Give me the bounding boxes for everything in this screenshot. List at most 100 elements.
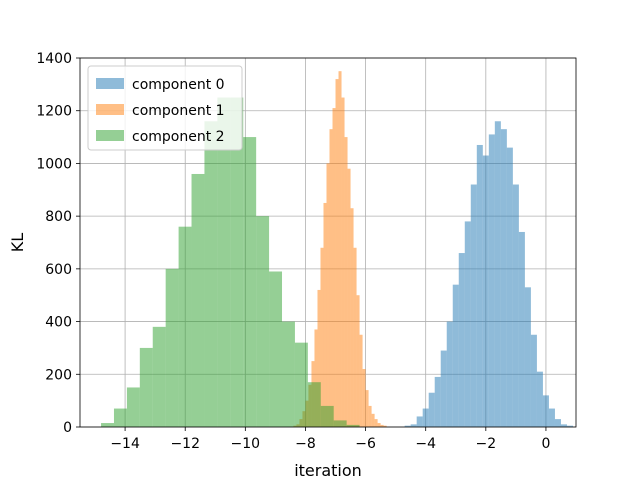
- legend-label: component 1: [132, 103, 225, 119]
- histogram-bar: [326, 163, 330, 427]
- x-axis-ticks: −14 −12 −10 −8 −6 −4 −2 0: [110, 427, 550, 452]
- histogram-bar: [356, 295, 360, 427]
- histogram-bar: [548, 408, 555, 427]
- histogram-bar: [428, 392, 435, 427]
- histogram-bar: [542, 395, 549, 427]
- x-tick-label: −12: [170, 436, 200, 452]
- histogram-bar: [139, 347, 153, 427]
- histogram-bar: [404, 425, 411, 427]
- legend-swatch: [96, 104, 124, 115]
- histogram-bar: [126, 387, 140, 427]
- histogram-bar: [333, 420, 347, 427]
- x-tick-label: −10: [231, 436, 261, 452]
- histogram-bar: [506, 147, 513, 427]
- histogram-bar: [536, 371, 543, 427]
- histogram-bar: [350, 208, 354, 427]
- y-axis-label: KL: [8, 233, 27, 252]
- histogram-bar: [314, 329, 318, 427]
- y-tick-label: 200: [45, 367, 72, 383]
- histogram-bar: [191, 173, 205, 427]
- histogram-bar: [482, 155, 489, 427]
- histogram-bar: [335, 79, 339, 427]
- histogram-bar: [323, 202, 327, 427]
- histogram-bar: [365, 390, 369, 427]
- histogram-bar: [446, 321, 453, 427]
- histogram-bar: [243, 137, 257, 428]
- histogram-bar: [230, 97, 244, 428]
- series-1-bars: [293, 71, 387, 428]
- legend-label: component 0: [132, 77, 225, 93]
- histogram-bar: [217, 97, 231, 428]
- histogram-bar: [338, 71, 342, 427]
- y-tick-label: 400: [45, 315, 72, 331]
- x-tick-label: −4: [415, 436, 436, 452]
- histogram-bar: [307, 382, 321, 427]
- histogram-bar: [269, 271, 283, 427]
- legend-box: [87, 65, 243, 151]
- histogram-bar: [464, 221, 471, 427]
- histogram-bar: [524, 287, 531, 427]
- y-tick-label: 1400: [36, 51, 72, 67]
- histogram-bar: [470, 184, 477, 427]
- histogram-bar: [344, 137, 348, 428]
- histogram-bar: [416, 416, 423, 427]
- histogram-bar: [332, 108, 336, 427]
- x-tick-label: −8: [295, 436, 316, 452]
- x-tick-label: −6: [355, 436, 376, 452]
- y-tick-label: 0: [63, 420, 72, 436]
- y-tick-label: 1000: [36, 156, 72, 172]
- histogram-bar: [204, 121, 218, 427]
- histogram-bar: [560, 424, 567, 427]
- histogram-bar: [383, 425, 387, 427]
- histogram-bar: [347, 168, 351, 427]
- histogram-bar: [380, 424, 384, 427]
- histogram-bars: [101, 71, 573, 428]
- histogram-bar: [566, 425, 573, 427]
- histogram-bar: [377, 423, 381, 427]
- histogram-bar: [476, 144, 483, 427]
- histogram-bar: [440, 350, 447, 427]
- histogram-bar: [518, 231, 525, 427]
- histogram-bar: [320, 247, 324, 427]
- histogram-bar: [488, 134, 495, 427]
- histogram-bar: [554, 419, 561, 427]
- series-2-bars: [101, 97, 360, 428]
- histogram-bar: [346, 424, 360, 427]
- histogram-bar: [152, 326, 166, 427]
- histogram-bar: [362, 369, 366, 427]
- y-tick-label: 800: [45, 209, 72, 225]
- histogram-bar: [434, 376, 441, 427]
- legend-swatch: [96, 130, 124, 141]
- histogram-bar: [165, 268, 179, 427]
- histogram-bar: [494, 121, 501, 427]
- histogram-bar: [294, 342, 308, 427]
- histogram-bar: [101, 423, 114, 427]
- histogram-bar: [500, 129, 507, 427]
- histogram-bar: [113, 408, 127, 427]
- histogram-bar: [353, 247, 357, 427]
- histogram-bar: [317, 289, 321, 427]
- histogram-bar: [410, 424, 417, 427]
- histogram-bar: [256, 216, 270, 427]
- plot-frame: [79, 57, 577, 428]
- histogram-bar: [530, 334, 537, 427]
- histogram-bar: [371, 413, 375, 427]
- y-tick-label: 600: [45, 262, 72, 278]
- histogram-bar: [329, 129, 333, 427]
- y-axis-ticks: 0 200 400 600 800 1000 1200 1400: [36, 51, 80, 436]
- histogram-bar: [178, 226, 192, 427]
- histogram-bar: [458, 253, 465, 427]
- histogram-bar: [341, 97, 345, 428]
- x-tick-label: −14: [110, 436, 140, 452]
- histogram-bar: [374, 419, 378, 427]
- legend: component 0 component 1 component 2: [87, 65, 243, 151]
- histogram-bar: [452, 284, 459, 427]
- x-tick-label: −2: [475, 436, 496, 452]
- legend-swatch: [96, 78, 124, 89]
- x-axis-label: iteration: [294, 461, 362, 480]
- x-tick-label: 0: [541, 436, 550, 452]
- histogram-bar: [512, 184, 519, 427]
- histogram-bar: [282, 321, 295, 427]
- legend-label: component 2: [132, 129, 225, 145]
